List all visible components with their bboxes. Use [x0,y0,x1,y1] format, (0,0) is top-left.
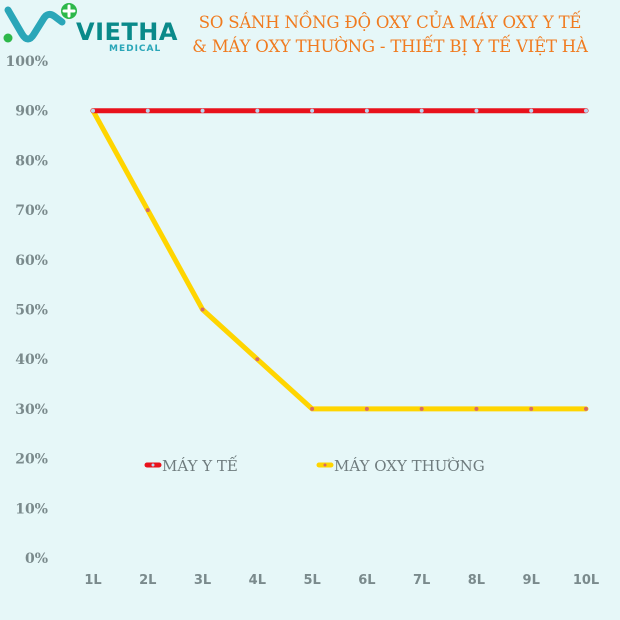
logo-cross-icon [62,4,76,18]
series-1-point [529,108,534,113]
y-axis: 0% 10% 20% 30% 40% 50% 60% 70% 80% 90% 100% [5,54,48,567]
vietha-logo [3,3,77,43]
series-1-point [255,108,260,113]
x-tick-label: 4L [249,573,266,588]
series-2-point [419,406,424,411]
chart-title: SO SÁNH NỒNG ĐỘ OXY CỦA MÁY OXY Y TẾ [198,13,582,32]
series-2-point [310,406,315,411]
logo-mark-icon [4,6,66,43]
x-tick-label: 5L [303,573,320,588]
chart-subtitle: & MÁY OXY THƯỜNG - THIẾT BỊ Y TẾ VIỆT HÀ [192,37,588,56]
legend-marker [151,463,155,467]
x-tick-label: 7L [413,573,430,588]
series-1-point [200,108,205,113]
legend-marker [323,463,327,467]
y-tick-label: 10% [15,501,48,517]
legend-label: MÁY Y TẾ [162,455,238,475]
series-layer [90,108,589,412]
series-2-point [584,406,588,411]
y-tick-label: 50% [15,303,48,319]
y-tick-label: 30% [15,402,48,418]
x-tick-label: 1L [84,573,101,588]
series-2-point [529,406,534,411]
y-tick-label: 20% [15,452,48,468]
x-tick-label: 6L [358,573,375,588]
x-tick-label: 3L [194,573,211,588]
x-tick-label: 9L [523,573,540,588]
logo-dot-icon [3,33,13,43]
y-tick-label: 0% [25,551,48,567]
x-tick-label: 2L [139,573,156,588]
legend: MÁY Y TẾ MÁY OXY THƯỜNG [144,455,485,475]
x-tick-label: 8L [468,573,485,588]
brand-subname: MEDICAL [109,44,162,54]
brand-name: VIETHA [76,18,178,46]
x-axis: 1L 2L 3L 4L 5L 6L 7L 8L 9L 10L [84,573,599,588]
y-tick-label: 60% [15,253,48,269]
series-1-point [419,108,424,113]
x-tick-label: 10L [573,573,599,588]
y-tick-label: 80% [15,153,48,169]
series-2-point [200,307,205,312]
series-1-point [145,108,150,113]
legend-label: MÁY OXY THƯỜNG [334,457,485,475]
series-line-2 [90,108,589,412]
series-1-point [364,108,369,113]
series-2-point [474,406,479,411]
y-tick-label: 90% [15,104,48,120]
series-1-point [584,108,588,113]
y-tick-label: 40% [15,352,48,368]
series-1-point [474,108,479,113]
series-2-point [364,406,369,411]
series-2-point [145,208,150,213]
series-1-point [91,108,95,113]
series-2-point [255,357,260,362]
series-1-point [310,108,315,113]
y-tick-label: 70% [15,203,48,219]
y-tick-label: 100% [5,54,48,70]
